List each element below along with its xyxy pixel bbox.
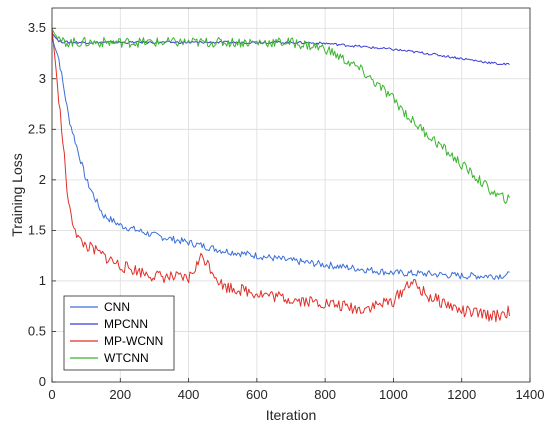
axis-ticks: 0 200 400 600 800 1000 1200 1400 0 0.5 1 1.5 2 2.5 3 3.… <box>28 20 545 402</box>
x-tick-label: 600 <box>246 387 268 402</box>
legend-label: MP-WCNN <box>104 334 163 348</box>
x-tick-label: 1000 <box>379 387 408 402</box>
y-tick-label: 0.5 <box>28 323 46 338</box>
y-tick-label: 2 <box>39 172 46 187</box>
series-lines <box>51 28 510 323</box>
series-line-mp-wcnn <box>51 28 510 323</box>
y-tick-label: 3.5 <box>28 20 46 35</box>
plot-frame <box>51 7 531 383</box>
x-tick-label: 400 <box>178 387 200 402</box>
y-tick-label: 1 <box>39 273 46 288</box>
series-line-wtcnn <box>51 28 510 204</box>
x-tick-label: 0 <box>48 387 55 402</box>
x-tick-label: 1400 <box>516 387 545 402</box>
legend-label: MPCNN <box>104 317 148 331</box>
x-tick-label: 1200 <box>447 387 476 402</box>
y-axis-label: Training Loss <box>9 153 25 237</box>
x-tick-label: 800 <box>314 387 336 402</box>
y-tick-label: 1.5 <box>28 222 46 237</box>
y-tick-label: 0 <box>39 374 46 389</box>
x-axis-label: Iteration <box>266 407 317 423</box>
legend-label: CNN <box>104 300 130 314</box>
series-line-cnn <box>51 38 510 280</box>
y-tick-label: 2.5 <box>28 121 46 136</box>
legend: CNN MPCNN MP-WCNN WTCNN <box>63 295 175 371</box>
x-tick-label: 200 <box>109 387 131 402</box>
y-tick-label: 3 <box>39 71 46 86</box>
legend-label: WTCNN <box>104 351 149 365</box>
